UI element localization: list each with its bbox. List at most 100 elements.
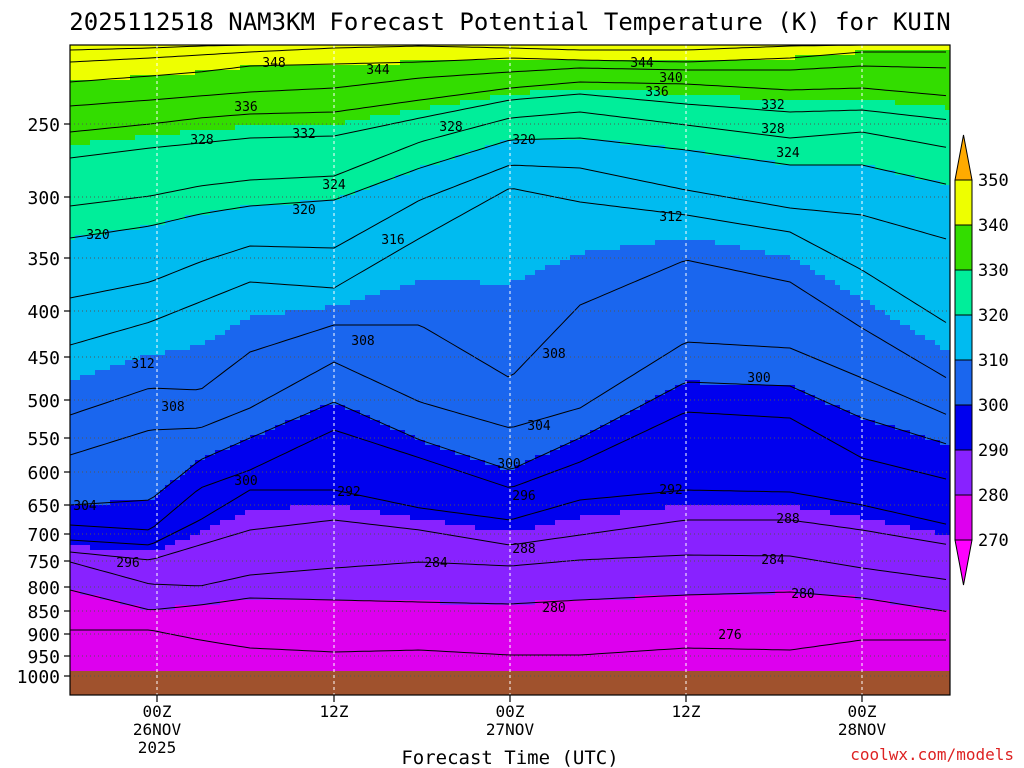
chart-title: 2025112518 NAM3KM Forecast Potential Tem… (69, 8, 950, 36)
colorbar-segment (954, 359, 973, 406)
colorbar-max-arrow (954, 134, 973, 181)
contour-label: 320 (86, 228, 109, 243)
y-tick-label: 400 (27, 302, 60, 323)
contour-label: 292 (659, 483, 682, 498)
contour-label: 328 (439, 120, 462, 135)
y-tick-label: 900 (27, 625, 60, 646)
isentrope-304 (70, 341, 947, 456)
isentrope-280 (70, 589, 947, 612)
y-tick-label: 600 (27, 463, 60, 484)
colorbar-label: 310 (978, 351, 1009, 371)
isentrope-348 (70, 45, 946, 51)
x-tick-label: 00Z (848, 702, 877, 721)
x-tick-label: 00Z (143, 702, 172, 721)
contour-label: 284 (424, 556, 448, 571)
colorbar-segment (954, 179, 973, 226)
colorbar-segment (954, 314, 973, 361)
contour-label: 300 (747, 371, 770, 386)
colorbar-segment (954, 449, 973, 496)
contour-label: 324 (776, 146, 800, 161)
contour-label: 296 (512, 489, 535, 504)
isentrope-292 (70, 489, 947, 546)
contour-label: 280 (542, 601, 565, 616)
colorbar-segment (954, 224, 973, 271)
contour-label: 328 (761, 122, 784, 137)
contour-label: 304 (73, 499, 97, 514)
contour-label: 348 (262, 56, 285, 71)
colorbar-segment (954, 269, 973, 316)
y-tick-label: 350 (27, 249, 60, 270)
colorbar: 350 340 330 320 310 300 290 280 270 (954, 134, 1009, 586)
colorbar-label: 290 (978, 441, 1009, 461)
colorbar-label: 350 (978, 171, 1009, 191)
contour-label: 328 (190, 133, 213, 148)
contour-label: 284 (761, 553, 785, 568)
y-tick-label: 500 (27, 391, 60, 412)
x-tick-label: 12Z (672, 702, 701, 721)
isentrope-contours (70, 45, 947, 656)
contour-label: 308 (542, 347, 565, 362)
x-tick-label: 26NOV (133, 720, 182, 739)
contour-label: 324 (322, 178, 346, 193)
colorbar-segment (954, 494, 973, 541)
isentrope-296 (70, 411, 947, 531)
x-axis-label: Forecast Time (UTC) (401, 747, 618, 768)
contour-label: 320 (512, 133, 535, 148)
isentrope-340 (70, 51, 946, 83)
x-tick-label: 27NOV (486, 720, 535, 739)
contour-label: 344 (366, 63, 390, 78)
isentrope-336 (70, 65, 947, 107)
x-tick-label: 12Z (320, 702, 349, 721)
y-tick-label: 700 (27, 525, 60, 546)
contour-label: 276 (718, 628, 741, 643)
credit-text: coolwx.com/models (850, 745, 1014, 764)
isentrope-316 (70, 164, 947, 299)
x-tick-label: 2025 (138, 738, 177, 757)
y-tick-label: 300 (27, 188, 60, 209)
contour-label: 312 (131, 357, 154, 372)
isentrope-320 (70, 137, 947, 239)
contour-label: 288 (512, 542, 535, 557)
y-tick-label: 850 (27, 602, 60, 623)
contour-label: 344 (630, 56, 654, 71)
isentrope-308 (70, 259, 947, 416)
contour-label: 340 (659, 71, 682, 86)
y-tick-label: 550 (27, 429, 60, 450)
contour-label: 308 (351, 334, 374, 349)
contour-label: 292 (337, 485, 360, 500)
colorbar-segment (954, 404, 973, 451)
contour-label: 336 (234, 100, 257, 115)
isentrope-324 (70, 111, 947, 207)
isentrope-284 (70, 554, 947, 587)
contour-label: 300 (497, 457, 520, 472)
y-tick-label: 1000 (17, 667, 60, 688)
colorbar-label: 330 (978, 261, 1009, 281)
colorbar-label: 320 (978, 306, 1009, 326)
contour-label: 316 (381, 233, 404, 248)
contour-label: 280 (791, 587, 814, 602)
contour-label: 296 (116, 556, 139, 571)
contour-label: 332 (292, 127, 315, 142)
isentrope-288 (70, 519, 947, 561)
contour-label: 300 (234, 474, 257, 489)
isentrope-300 (70, 381, 947, 506)
contour-label: 320 (292, 203, 315, 218)
contour-label: 304 (527, 419, 551, 434)
y-tick-label: 250 (27, 115, 60, 136)
x-tick-label: 28NOV (838, 720, 887, 739)
contour-label: 308 (161, 400, 184, 415)
y-tick-label: 800 (27, 578, 60, 599)
colorbar-label: 300 (978, 396, 1009, 416)
colorbar-label: 280 (978, 486, 1009, 506)
isentrope-312 (70, 188, 947, 346)
y-tick-label: 450 (27, 348, 60, 369)
contour-label: 336 (645, 85, 668, 100)
colorbar-label: 270 (978, 531, 1009, 551)
y-tick-label: 750 (27, 552, 60, 573)
y-tick-label: 650 (27, 496, 60, 517)
contour-label: 312 (659, 210, 682, 225)
colorbar-min-arrow (954, 539, 973, 586)
gridlines (70, 45, 950, 695)
